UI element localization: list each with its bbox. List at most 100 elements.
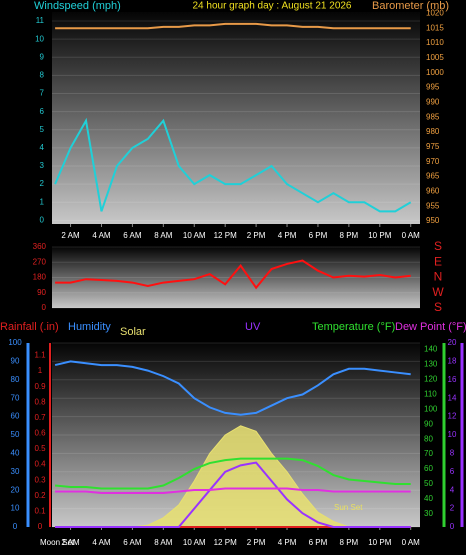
x-tick-label: 2 AM — [61, 231, 80, 240]
x-tick-label: 6 PM — [309, 231, 328, 240]
y-tick-label: S — [434, 239, 442, 253]
y-tick-label: 120 — [424, 375, 438, 384]
y-tick-label: 5 — [40, 125, 45, 134]
x-tick-label: 4 PM — [278, 538, 297, 547]
y-tick-label: 50 — [424, 479, 433, 488]
y-tick-label: 0.9 — [34, 382, 46, 391]
line — [54, 117, 412, 213]
y-tick-label: 14 — [448, 393, 457, 402]
legend-label: Temperature (°F) — [312, 321, 395, 333]
y-tick-label: 965 — [426, 172, 440, 181]
x-tick-label: 10 PM — [368, 231, 391, 240]
x-tick-label: 8 AM — [154, 231, 173, 240]
x-tick-label: 0 AM — [402, 231, 421, 240]
x-tick-label: 6 PM — [309, 538, 328, 547]
y-tick-label: 30 — [424, 509, 433, 518]
y-tick-label: 4 — [450, 485, 455, 494]
y-tick-label: 0.6 — [34, 429, 46, 438]
y-tick-label: 10 — [35, 34, 44, 43]
y-tick-label: 80 — [424, 434, 433, 443]
y-tick-label: 70 — [11, 393, 20, 402]
y-tick-label: 0 — [40, 215, 45, 224]
y-tick-label: 1015 — [426, 23, 444, 32]
y-tick-label: 10 — [448, 430, 457, 439]
y-tick-label: 40 — [11, 449, 20, 458]
y-tick-label: 8 — [40, 71, 45, 80]
x-tick-label: 6 AM — [123, 538, 142, 547]
x-tick-label: 0 AM — [402, 538, 421, 547]
legend-label: Dew Point (°F) — [395, 321, 466, 333]
y-tick-label: 980 — [426, 127, 440, 136]
y-tick-label: 0.2 — [34, 491, 46, 500]
legend-label: Solar — [120, 326, 146, 338]
y-tick-label: 11 — [36, 16, 45, 25]
y-tick-label: N — [434, 270, 443, 284]
y-tick-label: 10 — [11, 504, 20, 513]
y-tick-label: 960 — [426, 186, 440, 195]
y-tick-label: 270 — [33, 257, 47, 266]
panel-direction — [52, 247, 420, 308]
y-tick-label: 1 — [38, 366, 43, 375]
panel-wind — [52, 12, 420, 224]
x-tick-label: 8 PM — [340, 231, 359, 240]
y-tick-label: 110 — [424, 389, 437, 398]
x-tick-label: 8 AM — [154, 538, 173, 547]
y-tick-label: 4 — [40, 143, 45, 152]
x-tick-label: 8 PM — [340, 538, 359, 547]
y-tick-label: 70 — [424, 449, 433, 458]
y-tick-label: 995 — [426, 83, 440, 92]
y-tick-label: 0.4 — [34, 460, 46, 469]
line — [54, 360, 411, 416]
annotation: Sun Set — [334, 503, 363, 512]
legend-label: Rainfall (.in) — [0, 321, 59, 333]
x-tick-label: 10 AM — [183, 538, 206, 547]
y-tick-label: 90 — [11, 357, 20, 366]
x-tick-label: 10 AM — [183, 231, 206, 240]
y-tick-label: 18 — [448, 357, 457, 366]
y-tick-label: 6 — [450, 467, 455, 476]
y-tick-label: 955 — [426, 201, 440, 210]
y-tick-label: 40 — [424, 494, 433, 503]
y-tick-label: 1.1 — [34, 351, 46, 360]
legend-label: Humidity — [68, 321, 111, 333]
y-tick-label: 0 — [450, 522, 455, 531]
line — [55, 259, 411, 290]
y-tick-label: 0 — [42, 303, 47, 312]
y-tick-label: 985 — [426, 112, 440, 121]
y-tick-label: 60 — [424, 464, 433, 473]
x-tick-label: 4 AM — [92, 538, 111, 547]
y-tick-label: 60 — [11, 412, 20, 421]
y-tick-label: 0.3 — [34, 475, 46, 484]
y-tick-label: 7 — [40, 89, 45, 98]
y-tick-label: 1020 — [426, 9, 444, 18]
y-tick-label: 1000 — [426, 68, 444, 77]
y-tick-label: 90 — [424, 419, 433, 428]
y-tick-label: 975 — [426, 142, 440, 151]
line — [54, 457, 411, 490]
y-tick-label: E — [434, 254, 442, 268]
y-tick-label: 0.1 — [34, 507, 46, 516]
y-tick-label: 2 — [450, 504, 455, 513]
x-tick-label: 4 PM — [278, 231, 297, 240]
y-tick-label: 16 — [448, 375, 457, 384]
y-tick-label: 20 — [448, 338, 457, 347]
y-tick-label: 9 — [40, 52, 45, 61]
line — [55, 487, 411, 494]
x-tick-label: 2 PM — [247, 231, 266, 240]
y-tick-label: 0 — [13, 522, 18, 531]
y-tick-label: 0.8 — [34, 397, 46, 406]
x-tick-label: 12 PM — [214, 231, 237, 240]
y-tick-label: W — [432, 285, 444, 299]
y-tick-label: 140 — [424, 345, 438, 354]
y-tick-label: 1005 — [426, 53, 444, 62]
y-tick-label: 1 — [40, 197, 45, 206]
y-tick-label: 990 — [426, 98, 440, 107]
y-tick-label: 0.7 — [34, 413, 46, 422]
y-tick-label: 30 — [11, 467, 20, 476]
y-tick-label: 360 — [33, 242, 47, 251]
y-tick-label: 180 — [33, 273, 47, 282]
y-tick-label: 90 — [37, 288, 46, 297]
legend-label: Barometer (mb) — [372, 0, 449, 12]
y-tick-label: 12 — [448, 412, 457, 421]
